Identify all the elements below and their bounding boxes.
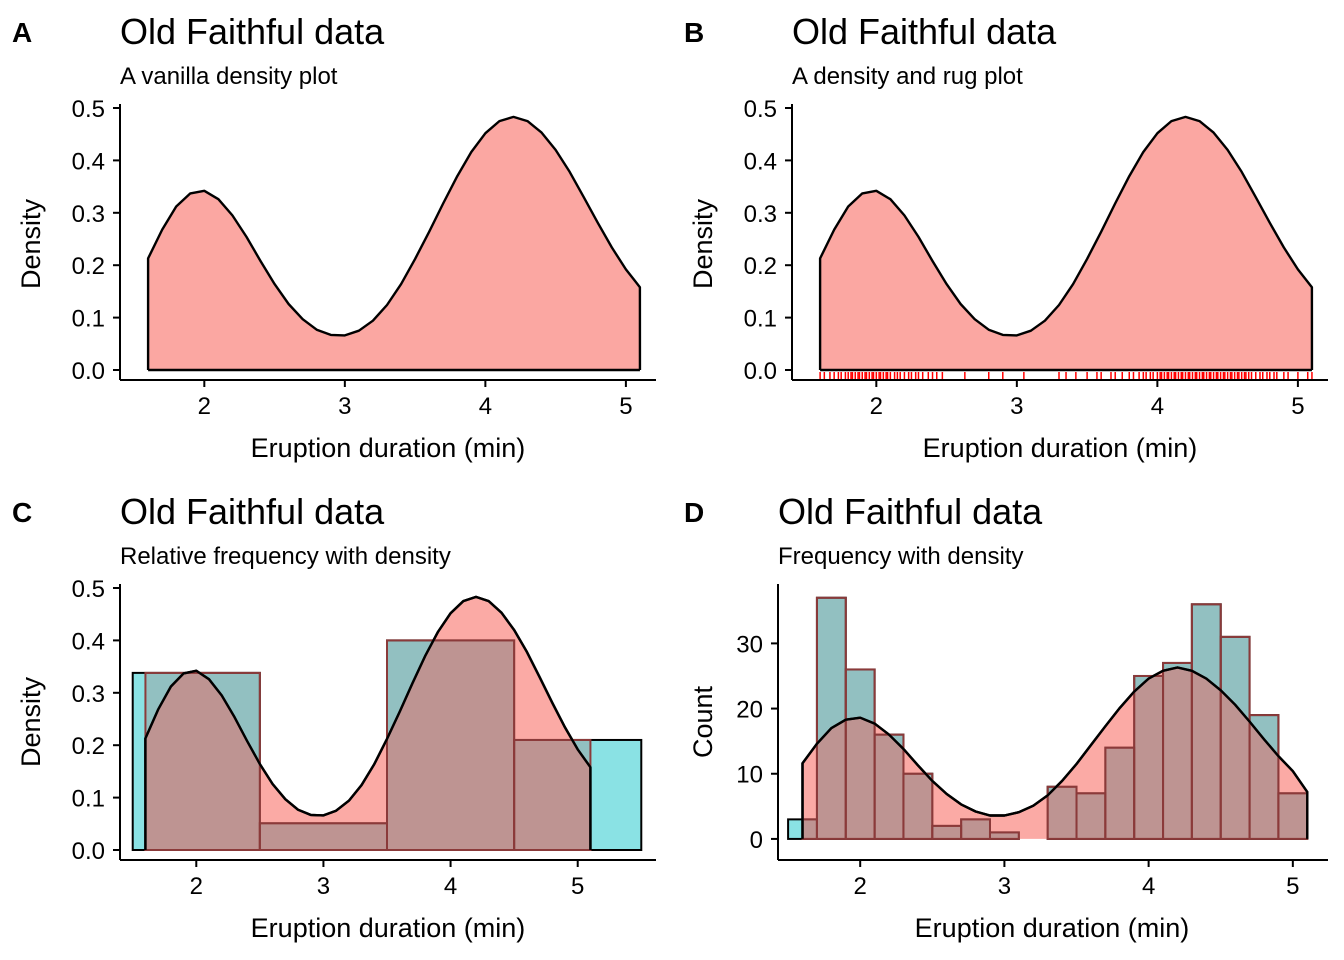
panel-c-x-tick-label: 5	[571, 873, 584, 900]
panel-b-y-axis-label: Density	[688, 198, 718, 289]
panel-d: D Old Faithful data Frequency with densi…	[684, 491, 1328, 943]
panel-b-y-tick-label: 0.2	[744, 253, 777, 280]
panel-c-overlay-bar	[513, 738, 592, 852]
panel-c-overlay-bar	[144, 671, 261, 851]
panel-a-x-axis-label: Eruption duration (min)	[251, 433, 526, 463]
panel-d-y-tick-label: 10	[736, 762, 763, 789]
panel-b-density-fill	[820, 116, 1312, 371]
panel-d-overlay-bar	[815, 596, 847, 840]
panel-c-overlay-bar	[386, 639, 516, 852]
panel-b-title: Old Faithful data	[792, 11, 1057, 52]
panel-d-x-tick-label: 4	[1142, 873, 1155, 900]
panel-d-overlay-bar	[1248, 714, 1280, 840]
panel-a-plot-area: 2 3 4 5 0.0 0.1 0.2 0.3 0.4 0.5	[72, 96, 656, 420]
panel-c-subtitle: Relative frequency with density	[120, 543, 451, 570]
panel-d-overlay-bar	[988, 831, 1020, 840]
panel-c-y-tick-label: 0.5	[72, 576, 105, 603]
panel-b-x-tick-label: 4	[1151, 393, 1164, 420]
panel-d-overlay-bar	[1104, 746, 1136, 840]
panel-a-y-tick-label: 0.5	[72, 96, 105, 123]
panel-c-y-tick-label: 0.4	[72, 628, 105, 655]
panel-a-y-tick-label: 0.3	[72, 201, 105, 228]
panel-d-overlay-bar	[960, 818, 991, 840]
panel-d-overlay-bar	[931, 824, 963, 840]
panel-a-x-tick-label: 2	[198, 393, 211, 420]
panel-d-letter: D	[684, 497, 704, 528]
panel-d-x-axis-label: Eruption duration (min)	[915, 913, 1190, 943]
panel-d-overlay-bar	[844, 668, 876, 840]
panel-a-y-tick-label: 0.4	[72, 148, 105, 175]
panel-a-letter: A	[12, 17, 32, 48]
panel-c-x-tick-label: 2	[190, 873, 203, 900]
panel-b-x-tick-label: 3	[1010, 393, 1023, 420]
panel-d-overlay-bar	[1075, 792, 1107, 840]
panel-c-y-tick-label: 0.2	[72, 733, 105, 760]
panel-c: C Old Faithful data Relative frequency w…	[12, 491, 656, 943]
panel-b-subtitle: A density and rug plot	[792, 63, 1023, 90]
panel-a-y-tick-label: 0.2	[72, 253, 105, 280]
panel-a-y-tick-label: 0.1	[72, 306, 105, 333]
panel-d-y-axis-label: Count	[688, 685, 718, 758]
panel-b-y-tick-label: 0.0	[744, 358, 777, 385]
panel-a-title: Old Faithful data	[120, 11, 385, 52]
panel-a-x-tick-label: 4	[479, 393, 492, 420]
panel-d-y-tick-label: 20	[736, 697, 763, 724]
panel-d-plot-area: 2 3 4 5 0 10 20 30	[736, 584, 1328, 900]
panel-d-overlay-bar	[1277, 792, 1309, 840]
panel-c-x-axis-label: Eruption duration (min)	[251, 913, 526, 943]
panel-d-density-line-top	[801, 666, 1309, 839]
panel-b-x-axis-label: Eruption duration (min)	[923, 433, 1198, 463]
panel-d-title: Old Faithful data	[778, 491, 1043, 532]
panel-a-x-tick-label: 3	[338, 393, 351, 420]
panel-c-letter: C	[12, 497, 32, 528]
panel-c-y-tick-label: 0.0	[72, 838, 105, 865]
panel-b-y-tick-label: 0.4	[744, 148, 777, 175]
panel-c-title: Old Faithful data	[120, 491, 385, 532]
panel-d-overlay-bar	[1046, 785, 1078, 840]
panel-b: B Old Faithful data A density and rug pl…	[684, 11, 1328, 463]
panel-c-density-fill	[145, 596, 591, 850]
panel-a-y-axis-label: Density	[16, 198, 46, 289]
panel-b-x-tick-label: 5	[1291, 393, 1304, 420]
panel-b-y-tick-label: 0.3	[744, 201, 777, 228]
panel-c-y-tick-label: 0.3	[72, 681, 105, 708]
panel-b-y-tick-label: 0.5	[744, 96, 777, 123]
panel-b-letter: B	[684, 17, 704, 48]
panel-a-y-tick-label: 0.0	[72, 358, 105, 385]
panel-d-overlay-bar	[1162, 661, 1193, 840]
panel-d-overlay-bar	[801, 818, 818, 840]
panel-c-x-tick-label: 4	[444, 873, 457, 900]
panel-d-overlay-bar	[1133, 674, 1165, 840]
panel-c-density-line-top	[144, 595, 592, 851]
panel-c-y-tick-label: 0.1	[72, 786, 105, 813]
panel-d-y-tick-label: 0	[750, 827, 763, 854]
panel-d-y-tick-label: 30	[736, 631, 763, 658]
panel-d-x-tick-label: 2	[854, 873, 867, 900]
panel-a-density-line	[146, 115, 642, 371]
panel-d-x-tick-label: 3	[998, 873, 1011, 900]
panel-c-x-tick-label: 3	[317, 873, 330, 900]
panel-d-overlay-bar	[1190, 603, 1222, 840]
panel-b-density-line	[818, 115, 1314, 371]
panel-d-overlay-bar	[1219, 635, 1251, 840]
panel-b-y-tick-label: 0.1	[744, 306, 777, 333]
panel-a-subtitle: A vanilla density plot	[120, 63, 338, 90]
panel-c-y-axis-label: Density	[16, 676, 46, 767]
panel-d-overlay-bar	[873, 733, 905, 840]
panel-d-subtitle: Frequency with density	[778, 543, 1023, 570]
panel-b-x-tick-label: 2	[870, 393, 883, 420]
panel-b-plot-area: 2 3 4 5 0.0 0.1 0.2 0.3 0.4 0.5	[744, 96, 1328, 420]
panel-a-density-fill	[148, 116, 640, 371]
panel-a-x-tick-label: 5	[619, 393, 632, 420]
panel-a: A Old Faithful data A vanilla density pl…	[12, 11, 656, 463]
panel-d-x-tick-label: 5	[1286, 873, 1299, 900]
panel-c-overlay-bar	[258, 822, 389, 852]
panel-c-plot-area: 2 3 4 5 0.0 0.1 0.2 0.3 0.4 0.5	[72, 576, 656, 900]
panel-d-overlay-bar	[902, 772, 934, 840]
panel-d-density-fill	[802, 667, 1308, 839]
